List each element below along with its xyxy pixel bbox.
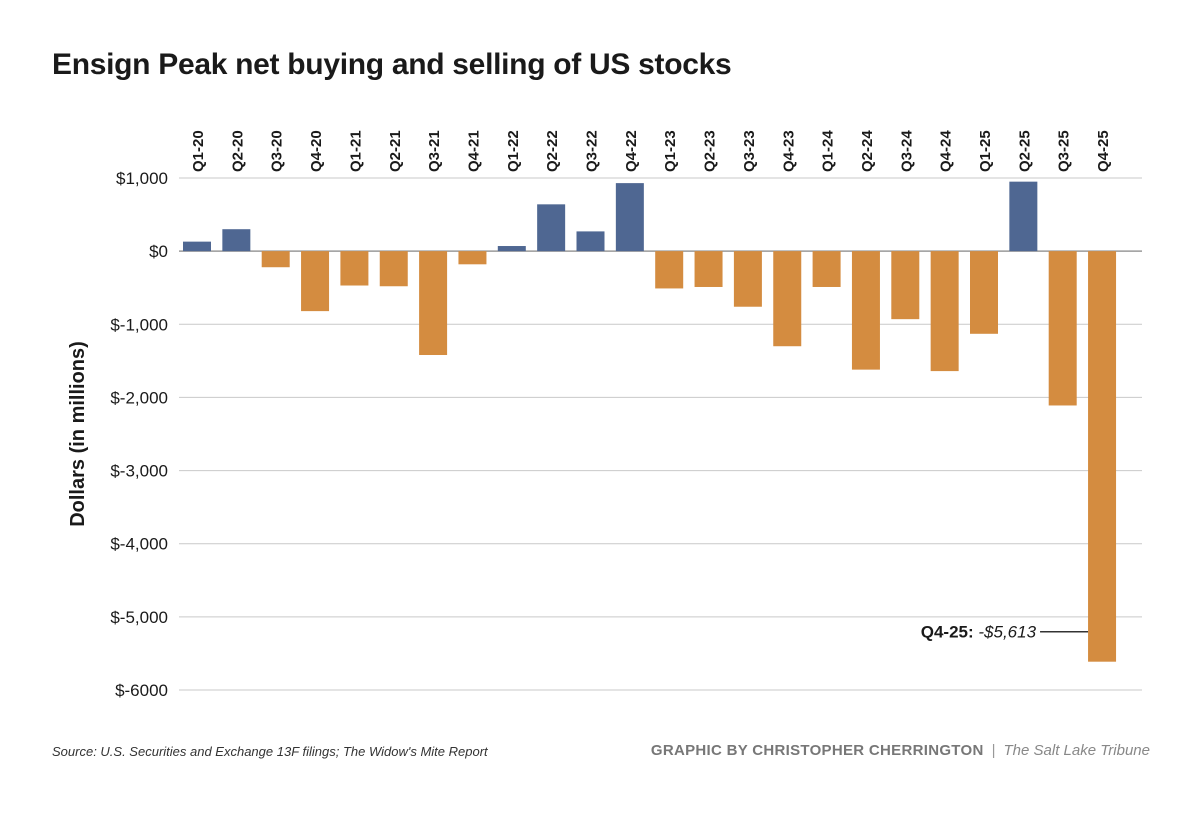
bar-q3-23 bbox=[733, 251, 762, 307]
bar-q4-25 bbox=[1088, 251, 1117, 662]
x-tick-label: Q2-22 bbox=[544, 130, 561, 172]
bar-q2-24 bbox=[851, 251, 880, 370]
y-tick-label: $-4,000 bbox=[110, 535, 168, 554]
bar-q3-25 bbox=[1048, 251, 1077, 406]
y-tick-labels: $1,000 $0 $-1,000 $-2,000 $-3,000 $-4,000 $-5,… bbox=[110, 169, 168, 700]
credit-line: GRAPHIC BY CHRISTOPHER CHERRINGTON | The S… bbox=[651, 742, 1150, 759]
bar-q3-20 bbox=[261, 251, 290, 268]
x-tick-labels: Q1-20 Q2-20 Q3-20 Q4-20 Q1-21 Q2-21 Q3-21 Q4-21… bbox=[190, 130, 1112, 172]
x-tick-label: Q3-21 bbox=[426, 130, 443, 172]
y-tick-label: $-3,000 bbox=[110, 462, 168, 481]
bar-q4-20 bbox=[301, 251, 330, 312]
y-tick-label: $-5,000 bbox=[110, 608, 168, 627]
bar-q2-20 bbox=[222, 229, 251, 252]
bar-layer bbox=[183, 181, 1117, 662]
bar-q1-21 bbox=[340, 251, 369, 286]
bar-q1-23 bbox=[655, 251, 684, 289]
x-tick-label: Q2-25 bbox=[1016, 130, 1033, 172]
bar-q4-21 bbox=[458, 251, 487, 265]
bar-q1-22 bbox=[497, 246, 526, 252]
annotation-text: Q4-25: -$5,613 bbox=[921, 623, 1037, 642]
x-tick-label: Q1-23 bbox=[662, 130, 679, 172]
x-tick-label: Q2-21 bbox=[387, 130, 404, 172]
publication-name: The Salt Lake Tribune bbox=[1003, 742, 1150, 759]
x-tick-label: Q1-25 bbox=[977, 130, 994, 172]
annotation-value: -$5,613 bbox=[978, 623, 1036, 642]
y-tick-label: $0 bbox=[149, 242, 168, 261]
x-tick-label: Q2-20 bbox=[229, 130, 246, 172]
y-axis-label: Dollars (in millions) bbox=[67, 341, 89, 527]
x-tick-label: Q3-24 bbox=[898, 130, 915, 172]
chart-title: Ensign Peak net buying and selling of US… bbox=[52, 48, 732, 81]
annotation: Q4-25: -$5,613 bbox=[921, 623, 1089, 642]
bar-q1-24 bbox=[812, 251, 841, 287]
credit-byline: GRAPHIC BY CHRISTOPHER CHERRINGTON bbox=[650, 742, 984, 759]
x-tick-label: Q3-22 bbox=[584, 130, 601, 172]
y-tick-label: $-2,000 bbox=[110, 388, 168, 407]
annotation-label: Q4-25: bbox=[921, 623, 979, 642]
x-tick-label: Q2-23 bbox=[702, 130, 719, 172]
x-tick-label: Q1-24 bbox=[820, 130, 837, 172]
bar-q2-25 bbox=[1009, 181, 1038, 252]
bar-q3-21 bbox=[419, 251, 448, 356]
x-tick-label: Q2-24 bbox=[859, 130, 876, 172]
bar-q4-24 bbox=[930, 251, 959, 372]
y-tick-label: $1,000 bbox=[116, 169, 168, 188]
bar-q1-25 bbox=[970, 251, 998, 334]
x-tick-label: Q4-23 bbox=[780, 130, 797, 172]
source-note: Source: U.S. Securities and Exchange 13F… bbox=[52, 744, 488, 759]
x-tick-label: Q4-21 bbox=[465, 130, 482, 172]
x-tick-label: Q3-20 bbox=[269, 130, 286, 172]
bar-q2-22 bbox=[537, 204, 566, 252]
x-tick-label: Q4-24 bbox=[938, 130, 955, 172]
y-tick-label: $-6000 bbox=[115, 681, 168, 700]
y-tick-label: $-1,000 bbox=[110, 315, 168, 334]
bar-q2-21 bbox=[379, 251, 408, 287]
bar-q1-20 bbox=[183, 241, 211, 252]
bar-q2-23 bbox=[694, 251, 723, 287]
bar-q4-22 bbox=[615, 183, 644, 252]
bar-q3-22 bbox=[576, 231, 605, 252]
x-tick-label: Q1-20 bbox=[190, 130, 207, 172]
x-tick-label: Q4-25 bbox=[1095, 130, 1112, 172]
x-tick-label: Q4-22 bbox=[623, 130, 640, 172]
x-tick-label: Q4-20 bbox=[308, 130, 325, 172]
bar-q3-24 bbox=[891, 251, 920, 320]
x-tick-label: Q3-23 bbox=[741, 130, 758, 172]
bar-q4-23 bbox=[773, 251, 802, 347]
x-tick-label: Q1-21 bbox=[347, 130, 364, 172]
credit-separator: | bbox=[991, 742, 996, 759]
x-tick-label: Q3-25 bbox=[1056, 130, 1073, 172]
x-tick-label: Q1-22 bbox=[505, 130, 522, 172]
